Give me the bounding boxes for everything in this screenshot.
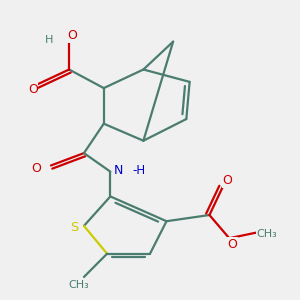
Text: N: N [114, 164, 123, 177]
Text: -H: -H [132, 164, 145, 177]
Text: O: O [28, 83, 38, 96]
Text: H: H [45, 35, 53, 45]
Text: O: O [31, 162, 41, 175]
Text: O: O [228, 238, 238, 251]
Text: CH₃: CH₃ [257, 229, 278, 238]
Text: S: S [70, 221, 78, 234]
Text: O: O [223, 175, 232, 188]
Text: O: O [68, 29, 77, 42]
Text: CH₃: CH₃ [69, 280, 89, 290]
